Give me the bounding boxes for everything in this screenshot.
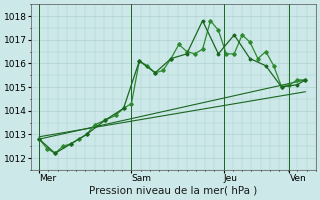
X-axis label: Pression niveau de la mer( hPa ): Pression niveau de la mer( hPa ) bbox=[90, 186, 258, 196]
